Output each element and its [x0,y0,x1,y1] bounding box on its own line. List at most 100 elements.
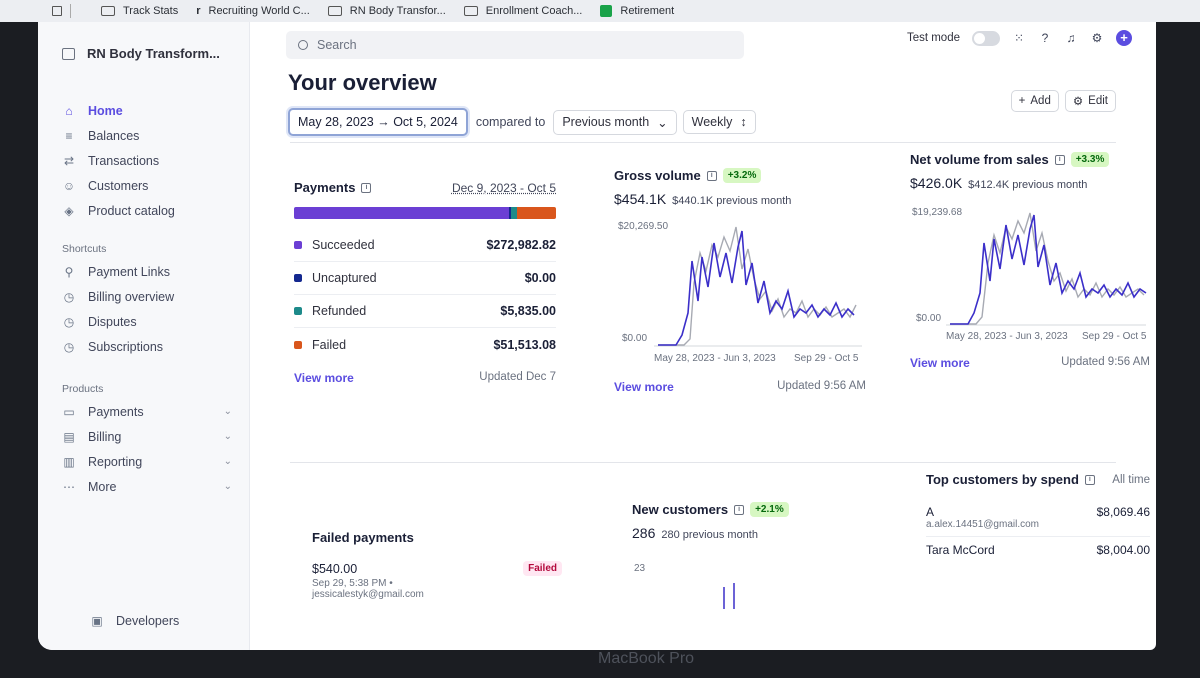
bookmark-item[interactable]: Track Stats [101,5,178,17]
search-input[interactable]: Search [286,31,744,59]
customer-row[interactable]: Tara McCord $8,004.00 [926,537,1150,563]
comparison-value: Previous month [562,115,650,129]
customer-spend: $8,004.00 [1096,543,1150,557]
sidebar-item-billing[interactable]: ▤ Billing ⌄ [62,424,232,449]
current-period-line [658,230,855,346]
payments-view-more-link[interactable]: View more [294,371,354,385]
net-volume-view-more-link[interactable]: View more [910,356,970,370]
sidebar-item-disputes[interactable]: ◷ Disputes [62,309,232,334]
notifications-icon[interactable]: ♫ [1066,31,1076,45]
payments-row[interactable]: Refunded $5,835.00 [294,295,556,328]
app-window: RN Body Transform... ⌂ Home ≡ Balances ⇄… [38,22,1156,650]
sidebar-item-product-catalog[interactable]: ◈ Product catalog [62,198,232,223]
interval-select[interactable]: Weekly ↕ [682,110,756,134]
net-volume-chart: $19,239.68 $0.00 May 28, 2023 - Jun 3, 2… [912,207,1147,342]
test-mode-toggle[interactable] [972,30,1000,46]
info-icon[interactable]: i [1054,154,1065,165]
sidebar-item-label: Product catalog [88,203,175,218]
sidebar-item-transactions[interactable]: ⇄ Transactions [62,148,232,173]
payments-row[interactable]: Failed $51,513.08 [294,328,556,361]
bar-segment-succeeded [294,207,509,219]
sidebar-item-customers[interactable]: ☺ Customers [62,173,232,198]
sidebar-item-subscriptions[interactable]: ◷ Subscriptions [62,334,232,359]
customer-row[interactable]: A a.alex.14451@gmail.com $8,069.46 [926,499,1150,537]
bar-segment-failed [516,207,556,219]
chart-min-label: $0.00 [622,333,647,344]
sidebar-item-reporting[interactable]: ▥ Reporting ⌄ [62,449,232,474]
change-badge: +2.1% [750,502,789,517]
sidebar-item-more[interactable]: ⋯ More ⌄ [62,474,232,499]
info-icon[interactable]: i [361,182,372,193]
failed-payment-amount[interactable]: $540.00 [312,561,358,576]
chevron-down-icon[interactable]: ⌄ [223,481,232,492]
reporting-icon: ▥ [63,454,75,469]
folder-icon [101,6,115,16]
info-icon[interactable]: i [1084,474,1095,485]
edit-button[interactable]: ⚙ Edit [1064,90,1116,112]
bookmark-item[interactable]: RN Body Transfor... [327,5,446,17]
bookmark-label: Enrollment Coach... [485,5,583,17]
net-volume-title-wrap: Net volume from sales i +3.3% [910,152,1150,167]
date-range-picker[interactable]: May 28, 2023 → Oct 5, 2024 [288,108,468,136]
chart-start-label: May 28, 2023 - Jun 3, 2023 [946,331,1068,342]
payments-date-range[interactable]: Dec 9, 2023 - Oct 5 [451,180,556,195]
payments-title-wrap: Payments i [294,180,372,195]
sidebar-item-balances[interactable]: ≡ Balances [62,123,232,148]
add-button[interactable]: + Add [1010,90,1059,112]
payments-row[interactable]: Uncaptured $0.00 [294,262,556,295]
sidebar-item-label: Balances [88,128,140,143]
sidebar-item-payments[interactable]: ▭ Payments ⌄ [62,399,232,424]
failed-payment-email: jessicalestyk@gmail.com [312,589,424,600]
product-catalog-icon: ◈ [64,203,74,218]
bookmark-favicon-icon: r [196,5,201,17]
settings-icon[interactable]: ⚙ [1091,31,1103,45]
info-icon[interactable]: i [706,170,717,181]
change-badge: +3.2% [722,168,762,183]
sidebar-item-label: Home [88,103,123,118]
net-volume-title: Net volume from sales [910,152,1049,167]
comparison-select[interactable]: Previous month ⌄ [553,109,677,135]
account-switcher[interactable]: RN Body Transform... [62,46,220,61]
gross-volume-updated: Updated 9:56 AM [777,380,866,392]
transactions-icon: ⇄ [63,153,75,168]
apps-grid-icon[interactable] [52,6,62,16]
chevron-down-icon[interactable]: ⌄ [223,406,232,417]
test-mode-label: Test mode [906,32,960,44]
bookmark-item[interactable]: r Recruiting World C... [196,5,310,17]
info-icon[interactable]: i [734,504,745,515]
net-volume-updated: Updated 9:56 AM [1061,356,1150,368]
sidebar-item-billing-overview[interactable]: ◷ Billing overview [62,284,232,309]
chevron-down-icon[interactable]: ⌄ [223,456,232,467]
chart-max-label: $20,269.50 [618,221,668,232]
account-name: RN Body Transform... [87,46,220,61]
payments-card: Payments i Dec 9, 2023 - Oct 5 Succeeded… [294,180,556,385]
chart-max-label: $19,239.68 [912,207,962,218]
payments-row-label: Refunded [312,304,367,318]
gross-volume-previous: $440.1K previous month [672,195,792,207]
add-label: Add [1030,95,1051,107]
overview-filters: May 28, 2023 → Oct 5, 2024 compared to P… [288,108,756,136]
bookmark-item[interactable]: Retirement [600,5,674,17]
search-placeholder: Search [317,38,357,52]
sidebar-item-home[interactable]: ⌂ Home [62,98,232,123]
payments-row-label: Failed [312,337,347,352]
top-customers-card: Top customers by spend i All time A a.al… [926,472,1150,563]
plus-icon: + [1018,95,1026,107]
apps-icon[interactable]: ⁙ [1013,31,1025,45]
payments-title: Payments [294,180,356,195]
sidebar-item-label: Billing overview [88,289,175,304]
sidebar-item-label: Billing [88,429,122,444]
create-icon[interactable]: + [1116,30,1132,46]
status-badge: Failed [523,561,562,576]
sidebar-item-payment-links[interactable]: ⚲ Payment Links [62,259,232,284]
top-customers-range[interactable]: All time [1112,473,1150,486]
device-label: MacBook Pro [598,650,695,667]
payments-row[interactable]: Succeeded $272,982.82 [294,229,556,262]
gross-volume-view-more-link[interactable]: View more [614,380,674,394]
sidebar-item-developers[interactable]: ▣ Developers [90,614,179,628]
chevron-down-icon[interactable]: ⌄ [223,431,232,442]
bookmark-item[interactable]: Enrollment Coach... [463,5,583,17]
help-icon[interactable]: ? [1041,31,1049,45]
new-customers-previous: 280 previous month [661,529,758,541]
sidebar-item-label: Payments [88,404,144,419]
